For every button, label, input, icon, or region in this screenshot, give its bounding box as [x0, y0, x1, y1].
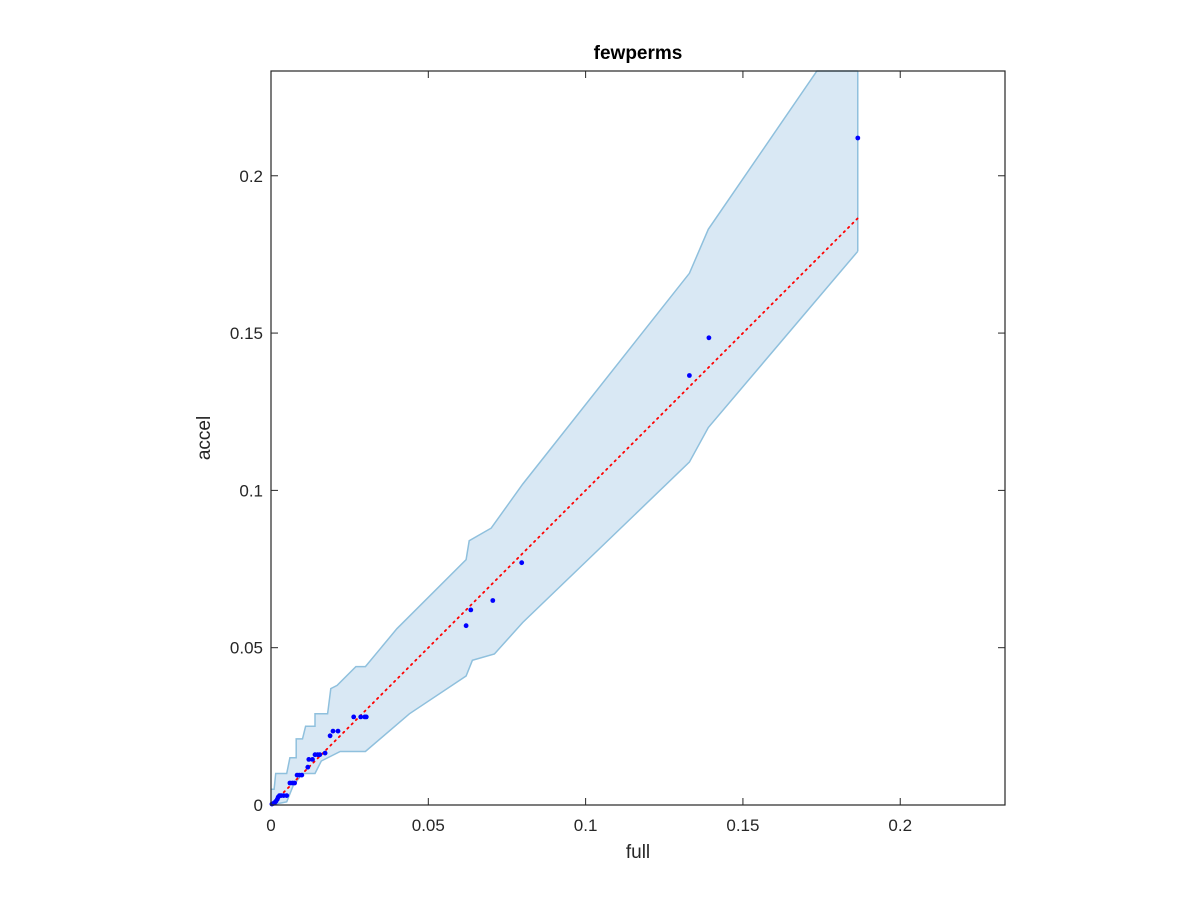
x-tick-label: 0.15 [726, 816, 759, 835]
data-point [299, 772, 305, 778]
data-point [306, 757, 312, 762]
band-fill [271, 71, 858, 805]
data-point [284, 793, 290, 798]
data-point [330, 728, 336, 734]
data-point [322, 750, 328, 756]
x-axis-label: full [626, 842, 650, 863]
data-point [327, 733, 333, 739]
data-point [490, 598, 496, 603]
identity-line-layer [270, 217, 859, 806]
data-point [310, 757, 315, 762]
y-tick-label: 0 [254, 796, 263, 815]
band-lower-edge [270, 250, 859, 806]
chart-title: fewperms [594, 43, 683, 64]
data-point [855, 135, 861, 141]
data-point [335, 728, 341, 734]
y-tick-label: 0.05 [230, 639, 263, 658]
data-point [358, 714, 364, 720]
data-point [363, 714, 369, 720]
y-tick-label: 0.2 [239, 167, 263, 186]
plot-box [270, 70, 1006, 806]
x-tick-label: 0 [266, 816, 275, 835]
data-point [317, 752, 323, 758]
x-tick-label: 0.2 [888, 816, 912, 835]
band-upper-edge [271, 70, 858, 791]
data-point [463, 623, 469, 629]
y-axis-label: accel [194, 416, 215, 460]
y-tick-label: 0.1 [239, 481, 263, 500]
y-ticks: 0 0.05 0.1 0.15 0.2 [230, 167, 1005, 815]
data-point [687, 373, 692, 378]
data-point [292, 780, 297, 786]
data-point [351, 714, 357, 720]
identity-line [270, 217, 859, 806]
data-point [519, 560, 525, 566]
data-point [468, 607, 474, 613]
confidence-band [270, 70, 859, 806]
data-point [305, 764, 311, 770]
x-ticks: 0 0.05 0.1 0.15 0.2 [266, 71, 912, 835]
x-tick-label: 0.05 [412, 816, 445, 835]
data-point [706, 335, 712, 341]
y-tick-label: 0.15 [230, 324, 263, 343]
x-tick-label: 0.1 [574, 816, 598, 835]
